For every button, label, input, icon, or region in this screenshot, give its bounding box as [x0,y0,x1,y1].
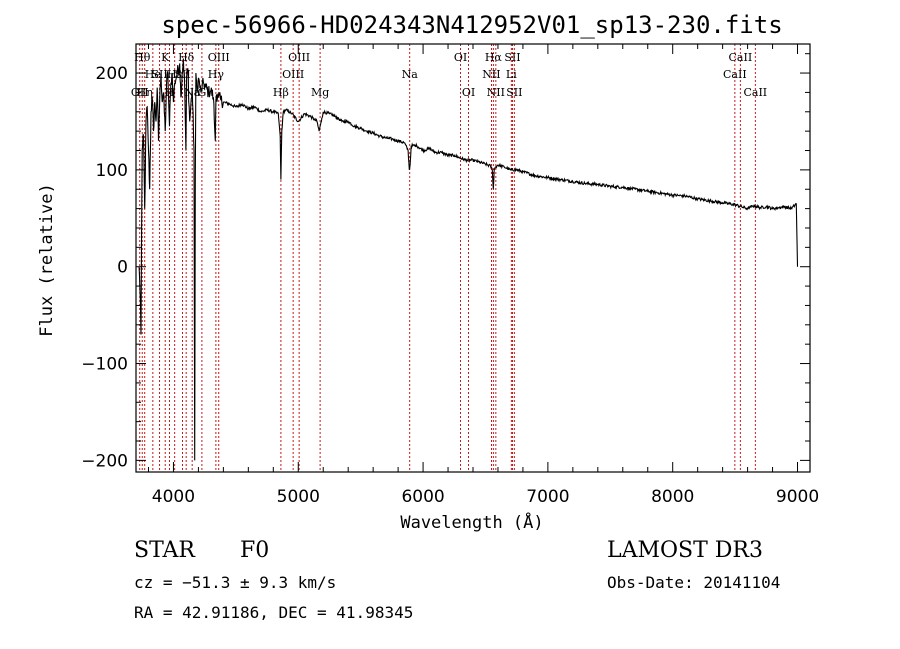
spectral-line-label: K [161,51,170,64]
spectral-line-markers [139,44,756,472]
spectral-line-label: Hθ [134,51,151,64]
x-axis: 4000 5000 6000 7000 8000 9000 [147,44,819,507]
x-tick-label: 5000 [277,487,320,507]
redshift-velocity: cz = −51.3 ± 9.3 km/s [134,573,337,592]
spectral-line-label: CaII [729,51,753,64]
plot-frame [135,43,811,473]
x-tick-label: 4000 [152,487,195,507]
y-tick-label: −200 [81,451,128,471]
survey-name: LAMOST DR3 [607,538,763,563]
observation-date: Obs-Date: 20141104 [607,573,781,592]
x-axis-title: Wavelength (Å) [400,511,543,533]
chart-title: spec-56966-HD024343N412952V01_sp13-230.f… [161,11,782,39]
x-tick-label: 8000 [651,487,694,507]
spectral-line-label: NII [482,68,500,81]
spectral-line-label: OIII [288,51,310,64]
y-axis: −200 −100 0 100 200 [81,53,810,471]
spectral-line-labels: OIIHθHηHeSIIKHHεSIIHδNaGHγOIIIHβOIIIOIII… [131,51,767,99]
spectral-line-label: SII [506,86,522,99]
y-tick-label: −100 [81,355,128,375]
spectrum-series-line [138,58,799,461]
spectral-line-label: NII [487,86,505,99]
spectral-line-label: Hα [485,51,503,64]
spectral-line-label: Hγ [208,68,225,81]
spectral-line-label: OI [462,86,475,99]
spectral-line-label: Hβ [273,86,289,99]
y-axis-title: Flux (relative) [37,183,57,337]
spectral-line-label: Hη [137,86,153,99]
object-class: STAR [134,538,195,563]
spectral-line-label: Li [506,68,517,81]
spectral-line-label: Mg [311,86,329,99]
y-tick-label: 200 [96,64,128,84]
spectral-line-label: OIII [282,68,304,81]
spectral-line-label: H [165,86,175,99]
spectral-line-label: CaII [743,86,767,99]
y-tick-label: 0 [117,258,128,278]
object-subclass: F0 [240,538,270,563]
spectral-line-label: Na [402,68,419,81]
spectral-line-label: OIII [208,51,230,64]
spectral-line-label: He [145,68,161,81]
x-tick-label: 7000 [526,487,569,507]
spectral-line-label: CaII [723,68,747,81]
spectral-line-label: G [198,86,207,99]
y-tick-label: 100 [96,161,128,181]
x-tick-label: 9000 [776,487,819,507]
spectral-line-label: SII [504,51,520,64]
x-tick-label: 6000 [401,487,444,507]
spectral-line-label: OI [454,51,467,64]
spectral-line-label: SII [151,68,167,81]
spectral-line-label: Hδ [178,51,195,64]
coordinates: RA = 42.91186, DEC = 41.98345 [134,603,414,622]
